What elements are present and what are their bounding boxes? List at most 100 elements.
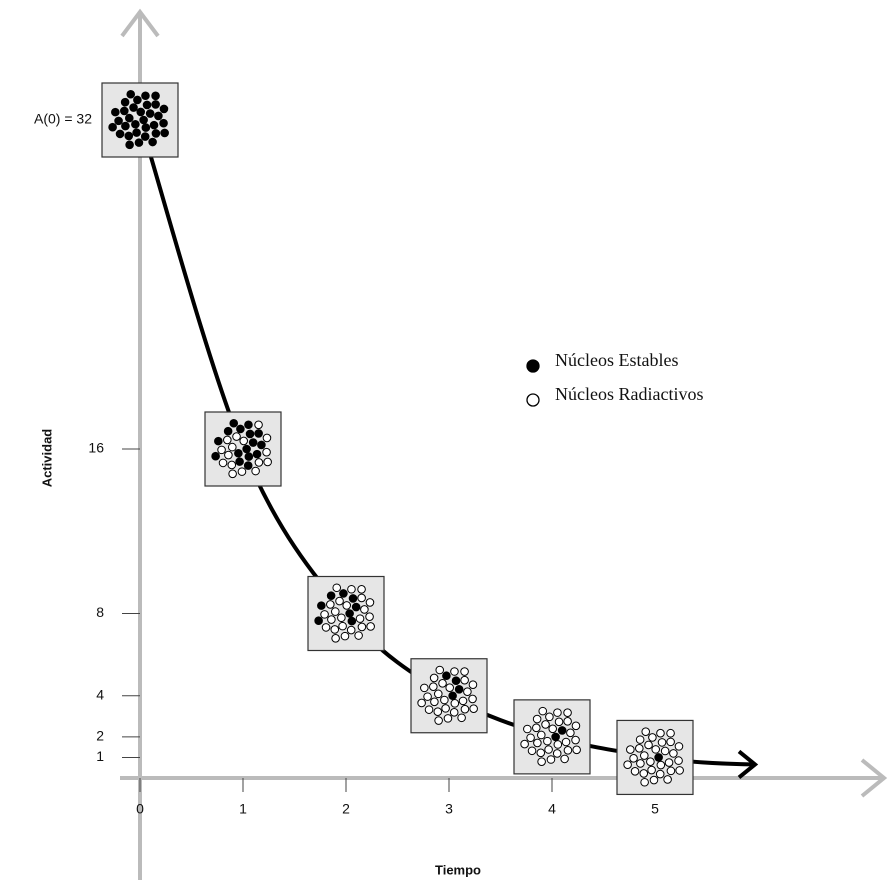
nucleus (346, 610, 354, 618)
nucleus (161, 129, 169, 137)
nucleus (258, 441, 266, 449)
nucleus (455, 685, 463, 693)
nucleus (534, 739, 542, 747)
nucleus (561, 755, 569, 763)
nuclei-box (205, 412, 281, 486)
nucleus (665, 759, 673, 767)
nucleus (564, 718, 572, 726)
nucleus (238, 468, 246, 476)
nucleus (152, 92, 160, 100)
nucleus (444, 715, 452, 723)
nucleus (649, 734, 657, 742)
nucleus (230, 419, 238, 427)
nucleus (554, 709, 562, 717)
chart: Actividad Tiempo 124816A(0) = 32012345Nú… (0, 0, 891, 884)
nucleus (143, 101, 151, 109)
nucleus (542, 721, 550, 729)
nucleus (152, 101, 160, 109)
nucleus (418, 699, 426, 707)
nucleus (252, 467, 260, 475)
nuclei-box (308, 577, 384, 651)
nucleus (358, 623, 366, 631)
nucleus (126, 141, 134, 149)
nucleus (160, 119, 168, 127)
nucleus (263, 448, 271, 456)
nucleus (140, 116, 148, 124)
nucleus (636, 736, 644, 744)
nucleus (133, 129, 141, 137)
nucleus (676, 767, 684, 775)
nucleus (366, 613, 374, 621)
nucleus (645, 741, 653, 749)
nucleus (237, 425, 245, 433)
nucleus (341, 632, 349, 640)
nucleus (533, 715, 541, 723)
nucleus (112, 108, 120, 116)
nucleus (446, 684, 454, 692)
nucleus (245, 453, 253, 461)
nucleus (218, 446, 226, 454)
nucleus (461, 705, 469, 713)
nucleus (134, 96, 142, 104)
nucleus (149, 138, 157, 146)
nucleus (675, 743, 683, 751)
nucleus (627, 746, 635, 754)
nucleus (315, 617, 323, 625)
nucleus (449, 692, 457, 700)
nucleus (624, 761, 632, 769)
nucleus (544, 737, 552, 745)
nucleus (121, 107, 129, 115)
nucleus (219, 459, 227, 467)
nucleus (347, 626, 355, 634)
nucleus (332, 635, 340, 643)
nucleus (215, 437, 223, 445)
nucleus (255, 430, 263, 438)
y-tick-label: A(0) = 32 (34, 111, 92, 127)
nucleus (343, 602, 351, 610)
nucleus (630, 755, 638, 763)
nucleus (356, 615, 364, 623)
nucleus (461, 668, 469, 676)
nucleus (667, 738, 675, 746)
legend-marker (527, 360, 539, 372)
y-tick-label: 2 (96, 728, 104, 744)
nucleus (244, 462, 252, 470)
nucleus (450, 709, 458, 717)
nucleus (537, 731, 545, 739)
nucleus (451, 668, 459, 676)
nucleus (441, 696, 449, 704)
nucleus (235, 449, 243, 457)
nucleus (336, 597, 344, 605)
nucleus (135, 139, 143, 147)
nucleus (121, 98, 129, 106)
nucleus (246, 430, 254, 438)
nucleus (664, 776, 672, 784)
nucleus (137, 108, 145, 116)
nucleus (641, 778, 649, 786)
nucleus (228, 443, 236, 451)
nucleus (367, 623, 375, 631)
nucleus (225, 451, 233, 459)
nucleus (264, 458, 272, 466)
x-tick-label: 1 (239, 801, 247, 817)
nucleus (212, 452, 220, 460)
nucleus (233, 433, 241, 441)
legend-label: Núcleos Radiactivos (555, 384, 703, 404)
nucleus (547, 756, 555, 764)
nucleus (146, 110, 154, 118)
x-tick-label: 2 (342, 801, 350, 817)
nucleus (675, 757, 683, 765)
nucleus (240, 437, 248, 445)
nucleus (521, 740, 529, 748)
nucleus (132, 120, 140, 128)
nucleus (352, 603, 360, 611)
y-tick-label: 4 (96, 686, 104, 702)
nucleus (631, 768, 639, 776)
x-tick-label: 5 (651, 801, 659, 817)
nucleus (564, 709, 572, 717)
nucleus (150, 121, 158, 129)
nucleus (545, 746, 553, 754)
nucleus (366, 599, 374, 607)
nucleus (552, 733, 560, 741)
y-tick-label: 16 (88, 440, 104, 456)
